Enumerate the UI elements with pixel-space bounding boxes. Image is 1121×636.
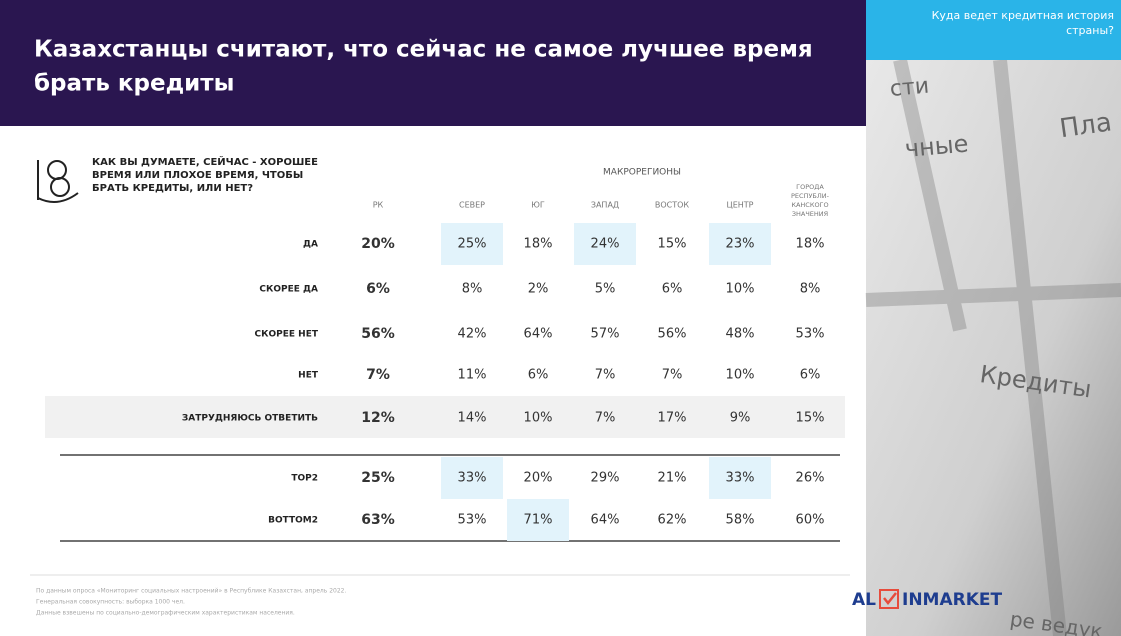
side-title: Куда ведет кредитная история [932,9,1114,22]
cell: 53% [796,327,825,342]
highlight [709,457,771,499]
cell: 5% [595,282,616,297]
row-label: ДА [303,240,318,250]
row-label: BOTTOM2 [268,516,318,526]
row-label: СКОРЕЕ НЕТ [255,330,319,340]
cell: 20% [524,471,553,486]
row-label: ЗАТРУДНЯЮСЬ ОТВЕТИТЬ [182,414,318,424]
cell: 7% [662,368,683,383]
question: КАК ВЫ ДУМАЕТЕ, СЕЙЧАС - ХОРОШЕЕ [92,155,318,168]
footnote: По данным опроса «Мониторинг социальных … [36,588,346,595]
highlight [441,223,503,265]
cell: 58% [726,513,755,528]
cell: 15% [658,237,687,252]
cell: 8% [462,282,483,297]
column-header: РЕСПУБЛИ- [791,192,830,200]
logo-right: INMARKET [902,590,1003,610]
cell: 14% [458,411,487,426]
cell: 57% [591,327,620,342]
cell: 53% [458,513,487,528]
logo-left: AL [852,590,876,610]
cell: 25% [458,237,487,252]
cell: 20% [361,236,395,252]
cell: 18% [796,237,825,252]
key-label: сти [889,74,930,102]
column-header: ЮГ [531,201,545,210]
cell: 62% [658,513,687,528]
row-label: НЕТ [298,371,319,381]
cell: 7% [595,368,616,383]
title: брать кредиты [34,71,234,97]
cell: 7% [366,367,390,383]
cell: 64% [524,327,553,342]
key-gaps [865,58,1121,636]
question: БРАТЬ КРЕДИТЫ, ИЛИ НЕТ? [92,183,253,194]
highlight [574,223,636,265]
side-image [866,60,1121,636]
cell: 8% [800,282,821,297]
cell: 6% [528,368,549,383]
highlight [709,223,771,265]
cell: 10% [726,368,755,383]
column-header: ВОСТОК [655,201,690,210]
key-label: чные [904,130,970,163]
highlight [441,457,503,499]
question: ВРЕМЯ ИЛИ ПЛОХОЕ ВРЕМЯ, ЧТОБЫ [92,170,303,181]
cell: 42% [458,327,487,342]
column-header: ГОРОДА [796,183,824,191]
group-header: МАКРОРЕГИОНЫ [603,168,681,178]
cell: 10% [524,411,553,426]
cell: 6% [366,281,390,297]
highlight [507,499,569,541]
key-label: Пла [1058,107,1114,144]
cell: 48% [726,327,755,342]
side-title: страны? [1066,24,1114,37]
logo-check [883,592,897,606]
logo-box [879,589,899,609]
cell: 17% [658,411,687,426]
column-header: ЗНАЧЕНИЯ [792,210,828,218]
footnote: Данные взвешены по социально-демографиче… [36,610,295,617]
cell: 15% [796,411,825,426]
cell: 2% [528,282,549,297]
cell: 26% [796,471,825,486]
cell: 24% [591,237,620,252]
cell: 56% [658,327,687,342]
cell: 18% [524,237,553,252]
column-header: СЕВЕР [459,201,485,210]
column-header: КАНСКОГО [791,201,828,209]
footnote: Генеральная совокупность: выборка 1000 ч… [36,599,185,606]
row-label: TOP2 [291,474,318,484]
cell: 10% [726,282,755,297]
cell: 60% [796,513,825,528]
cell: 33% [458,471,487,486]
cell: 63% [361,512,395,528]
cell: 11% [458,368,487,383]
cell: 6% [662,282,683,297]
row-band [45,396,845,438]
cell: 9% [730,411,751,426]
cell: 29% [591,471,620,486]
cell: 21% [658,471,687,486]
side-header [866,0,1121,60]
cell: 56% [361,326,395,342]
cell: 71% [524,513,553,528]
column-header: ЗАПАД [591,201,619,210]
cell: 64% [591,513,620,528]
cell: 6% [800,368,821,383]
cell: 7% [595,411,616,426]
money-icon [37,160,79,203]
title-bar [0,0,866,126]
cell: 12% [361,410,395,426]
column-header: РК [373,201,384,210]
title: Казахстанцы считают, что сейчас не самое… [34,37,813,63]
column-header: ЦЕНТР [727,201,754,210]
row-label: СКОРЕЕ ДА [259,285,318,295]
cell: 23% [726,237,755,252]
cell: 25% [361,470,395,486]
cell: 33% [726,471,755,486]
